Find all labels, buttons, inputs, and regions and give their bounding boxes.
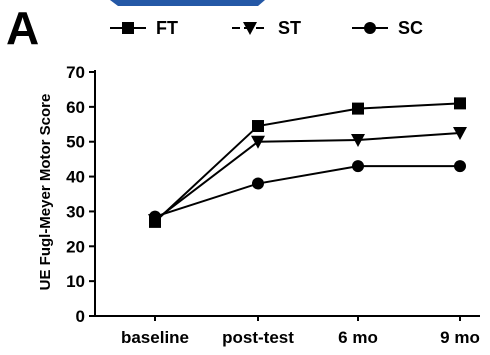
panel-label: A (6, 2, 39, 54)
data-point-sc (454, 160, 466, 173)
legend-label-sc: SC (398, 18, 423, 38)
legend-item-ft: FT (110, 18, 178, 38)
series-lines (154, 102, 461, 223)
series-markers (148, 97, 467, 228)
legend-marker-sc (364, 22, 376, 34)
x-tick-label: 9 mo (440, 328, 480, 347)
legend-item-st: ST (232, 18, 301, 38)
data-point-st (351, 133, 365, 147)
data-point-ft (352, 102, 364, 115)
axes (94, 70, 480, 317)
y-axis-title: UE Fugl-Meyer Motor Score (37, 94, 54, 291)
y-tick-label: 60 (66, 98, 85, 117)
legend: FT ST SC (110, 18, 423, 38)
legend-label-ft: FT (156, 18, 178, 38)
y-tick-label: 70 (66, 63, 85, 82)
y-tick-label: 20 (66, 237, 85, 256)
x-tick-label: 6 mo (338, 328, 378, 347)
y-ticks: 0 10 20 30 40 50 60 70 (66, 63, 95, 326)
series-line-sc (154, 165, 460, 218)
x-tick-label: baseline (121, 328, 189, 347)
y-tick-label: 40 (66, 168, 85, 187)
data-point-sc (252, 177, 264, 190)
data-point-st (453, 127, 467, 140)
y-tick-label: 10 (66, 272, 85, 291)
header-band (110, 0, 265, 6)
data-point-ft (454, 97, 466, 110)
legend-item-sc: SC (352, 18, 423, 38)
y-tick-label: 50 (66, 133, 85, 152)
x-ticks: baseline post-test 6 mo 9 mo (121, 316, 480, 347)
x-tick-label: post-test (222, 328, 294, 347)
data-point-sc (352, 160, 364, 173)
y-tick-label: 0 (76, 307, 85, 326)
data-point-ft (252, 120, 264, 133)
series-line-st (154, 132, 461, 221)
series-line-ft (154, 102, 461, 223)
data-point-sc (149, 210, 161, 223)
y-tick-label: 30 (66, 202, 85, 221)
legend-marker-st (243, 22, 257, 35)
data-point-st (251, 135, 265, 149)
legend-marker-ft (122, 22, 134, 34)
legend-label-st: ST (278, 18, 301, 38)
